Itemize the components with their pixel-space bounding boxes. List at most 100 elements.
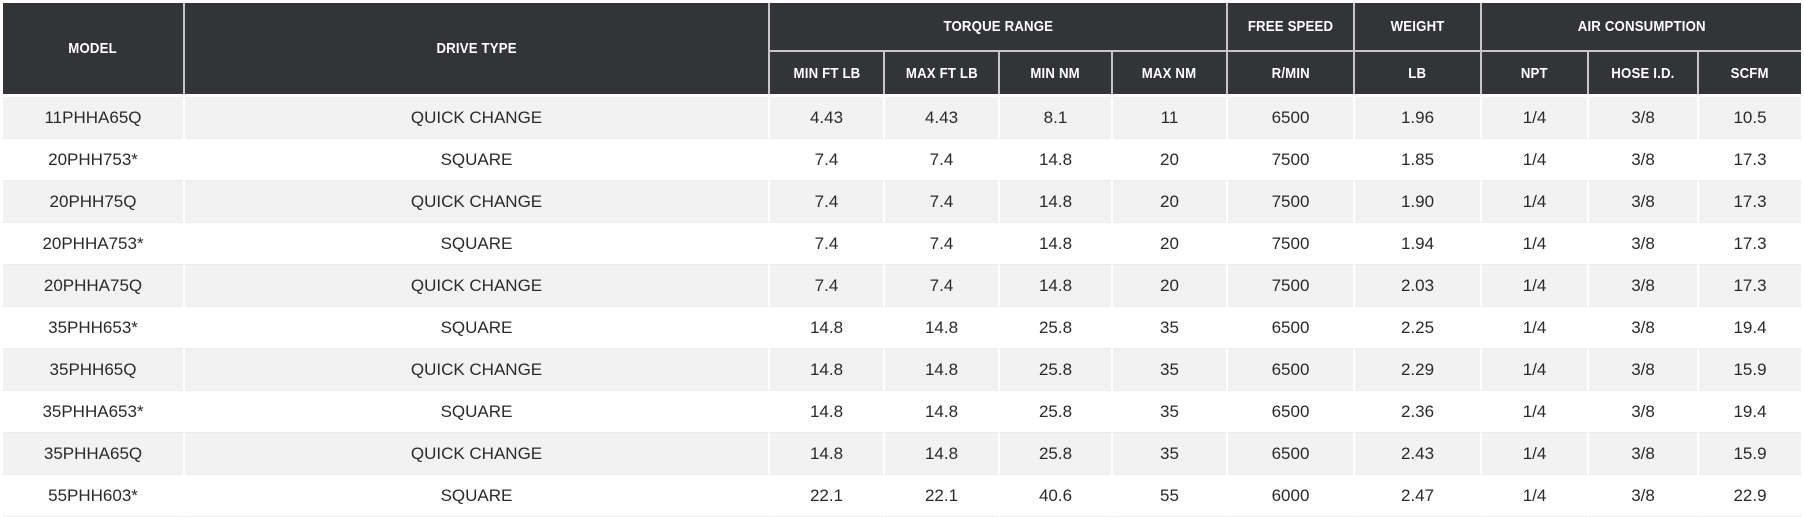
cell-model: 11PHHA65Q bbox=[3, 94, 185, 139]
cell-model: 20PHHA753* bbox=[3, 223, 185, 265]
cell-model: 35PHHA653* bbox=[3, 391, 185, 433]
cell-hose-id: 3/8 bbox=[1589, 139, 1700, 181]
cell-min-nm: 14.8 bbox=[1000, 223, 1113, 265]
col-header-r-min: R/MIN bbox=[1228, 52, 1356, 94]
cell-hose-id: 3/8 bbox=[1589, 475, 1700, 517]
table-row: 35PHH65Q QUICK CHANGE 14.8 14.8 25.8 35 … bbox=[3, 349, 1802, 391]
col-header-min-nm-label: MIN NM bbox=[1030, 64, 1081, 82]
cell-lb: 1.90 bbox=[1355, 181, 1483, 223]
header-group-row: MODEL DRIVE TYPE TORQUE RANGE FREE SPEED… bbox=[3, 3, 1802, 94]
cell-npt: 1/4 bbox=[1482, 265, 1590, 307]
cell-drive-type: QUICK CHANGE bbox=[185, 94, 770, 139]
cell-model: 35PHH653* bbox=[3, 307, 185, 349]
col-header-lb-label: LB bbox=[1408, 64, 1427, 82]
cell-r-min: 6500 bbox=[1228, 349, 1356, 391]
col-header-min-ft-lb: MIN FT LB bbox=[770, 52, 885, 94]
cell-npt: 1/4 bbox=[1482, 223, 1590, 265]
cell-max-ft-lb: 7.4 bbox=[885, 139, 1000, 181]
cell-max-nm: 35 bbox=[1113, 391, 1229, 433]
cell-scfm: 19.4 bbox=[1699, 391, 1802, 433]
col-header-drive-type: DRIVE TYPE bbox=[185, 3, 770, 94]
cell-hose-id: 3/8 bbox=[1589, 223, 1700, 265]
cell-max-ft-lb: 7.4 bbox=[885, 265, 1000, 307]
cell-max-ft-lb: 7.4 bbox=[885, 181, 1000, 223]
cell-max-ft-lb: 7.4 bbox=[885, 223, 1000, 265]
table-row: 20PHH753* SQUARE 7.4 7.4 14.8 20 7500 1.… bbox=[3, 139, 1802, 181]
cell-hose-id: 3/8 bbox=[1589, 433, 1700, 475]
cell-min-nm: 14.8 bbox=[1000, 265, 1113, 307]
cell-max-nm: 20 bbox=[1113, 139, 1229, 181]
cell-max-nm: 20 bbox=[1113, 223, 1229, 265]
cell-lb: 1.96 bbox=[1355, 94, 1483, 139]
cell-min-ft-lb: 7.4 bbox=[770, 139, 885, 181]
cell-r-min: 7500 bbox=[1228, 223, 1356, 265]
cell-scfm: 17.3 bbox=[1699, 223, 1802, 265]
cell-drive-type: SQUARE bbox=[185, 391, 770, 433]
cell-r-min: 6000 bbox=[1228, 475, 1356, 517]
cell-min-ft-lb: 7.4 bbox=[770, 181, 885, 223]
col-header-max-nm: MAX NM bbox=[1113, 52, 1229, 94]
cell-max-ft-lb: 14.8 bbox=[885, 433, 1000, 475]
cell-max-nm: 55 bbox=[1113, 475, 1229, 517]
table-row: 35PHH653* SQUARE 14.8 14.8 25.8 35 6500 … bbox=[3, 307, 1802, 349]
cell-r-min: 6500 bbox=[1228, 391, 1356, 433]
header-sub-row: MIN FT LB MAX FT LB MIN NM MAX NM R/MIN … bbox=[3, 52, 1802, 94]
cell-model: 20PHH75Q bbox=[3, 181, 185, 223]
cell-lb: 2.29 bbox=[1355, 349, 1483, 391]
table-row: 35PHHA65Q QUICK CHANGE 14.8 14.8 25.8 35… bbox=[3, 433, 1802, 475]
cell-scfm: 17.3 bbox=[1699, 139, 1802, 181]
table-body: 11PHHA65Q QUICK CHANGE 4.43 4.43 8.1 11 … bbox=[3, 94, 1802, 517]
col-group-torque-range: TORQUE RANGE bbox=[770, 3, 1229, 52]
cell-drive-type: SQUARE bbox=[185, 139, 770, 181]
cell-min-nm: 25.8 bbox=[1000, 391, 1113, 433]
col-group-weight: WEIGHT bbox=[1355, 3, 1483, 52]
col-header-max-ft-lb: MAX FT LB bbox=[885, 52, 1000, 94]
cell-min-ft-lb: 7.4 bbox=[770, 223, 885, 265]
cell-min-ft-lb: 7.4 bbox=[770, 265, 885, 307]
product-spec-table: MODEL DRIVE TYPE TORQUE RANGE FREE SPEED… bbox=[3, 3, 1802, 517]
cell-max-nm: 35 bbox=[1113, 433, 1229, 475]
col-header-hose-id-label: HOSE I.D. bbox=[1611, 64, 1675, 82]
cell-min-ft-lb: 14.8 bbox=[770, 307, 885, 349]
table-row: 20PHH75Q QUICK CHANGE 7.4 7.4 14.8 20 75… bbox=[3, 181, 1802, 223]
cell-min-ft-lb: 14.8 bbox=[770, 433, 885, 475]
cell-min-nm: 40.6 bbox=[1000, 475, 1113, 517]
table-row: 20PHHA75Q QUICK CHANGE 7.4 7.4 14.8 20 7… bbox=[3, 265, 1802, 307]
cell-lb: 2.47 bbox=[1355, 475, 1483, 517]
col-header-npt: NPT bbox=[1482, 52, 1590, 94]
table-row: 20PHHA753* SQUARE 7.4 7.4 14.8 20 7500 1… bbox=[3, 223, 1802, 265]
cell-min-ft-lb: 14.8 bbox=[770, 349, 885, 391]
cell-min-nm: 8.1 bbox=[1000, 94, 1113, 139]
cell-r-min: 6500 bbox=[1228, 307, 1356, 349]
col-header-drive-type-label: DRIVE TYPE bbox=[436, 40, 517, 57]
cell-npt: 1/4 bbox=[1482, 349, 1590, 391]
cell-max-nm: 35 bbox=[1113, 349, 1229, 391]
cell-scfm: 17.3 bbox=[1699, 265, 1802, 307]
col-group-air-consumption: AIR CONSUMPTION bbox=[1482, 3, 1802, 52]
cell-npt: 1/4 bbox=[1482, 433, 1590, 475]
cell-lb: 1.94 bbox=[1355, 223, 1483, 265]
cell-min-nm: 14.8 bbox=[1000, 139, 1113, 181]
cell-r-min: 6500 bbox=[1228, 433, 1356, 475]
cell-model: 20PHH753* bbox=[3, 139, 185, 181]
col-header-max-ft-lb-label: MAX FT LB bbox=[905, 64, 978, 82]
cell-model: 20PHHA75Q bbox=[3, 265, 185, 307]
cell-hose-id: 3/8 bbox=[1589, 349, 1700, 391]
cell-max-nm: 20 bbox=[1113, 181, 1229, 223]
cell-drive-type: QUICK CHANGE bbox=[185, 349, 770, 391]
cell-model: 55PHH603* bbox=[3, 475, 185, 517]
cell-lb: 2.03 bbox=[1355, 265, 1483, 307]
cell-lb: 2.25 bbox=[1355, 307, 1483, 349]
cell-scfm: 15.9 bbox=[1699, 349, 1802, 391]
cell-drive-type: SQUARE bbox=[185, 475, 770, 517]
col-group-air-consumption-label: AIR CONSUMPTION bbox=[1577, 18, 1706, 35]
cell-lb: 2.43 bbox=[1355, 433, 1483, 475]
cell-hose-id: 3/8 bbox=[1589, 181, 1700, 223]
col-header-model: MODEL bbox=[3, 3, 185, 94]
cell-drive-type: QUICK CHANGE bbox=[185, 265, 770, 307]
cell-max-ft-lb: 14.8 bbox=[885, 391, 1000, 433]
cell-max-nm: 11 bbox=[1113, 94, 1229, 139]
cell-npt: 1/4 bbox=[1482, 475, 1590, 517]
col-group-free-speed: FREE SPEED bbox=[1228, 3, 1356, 52]
